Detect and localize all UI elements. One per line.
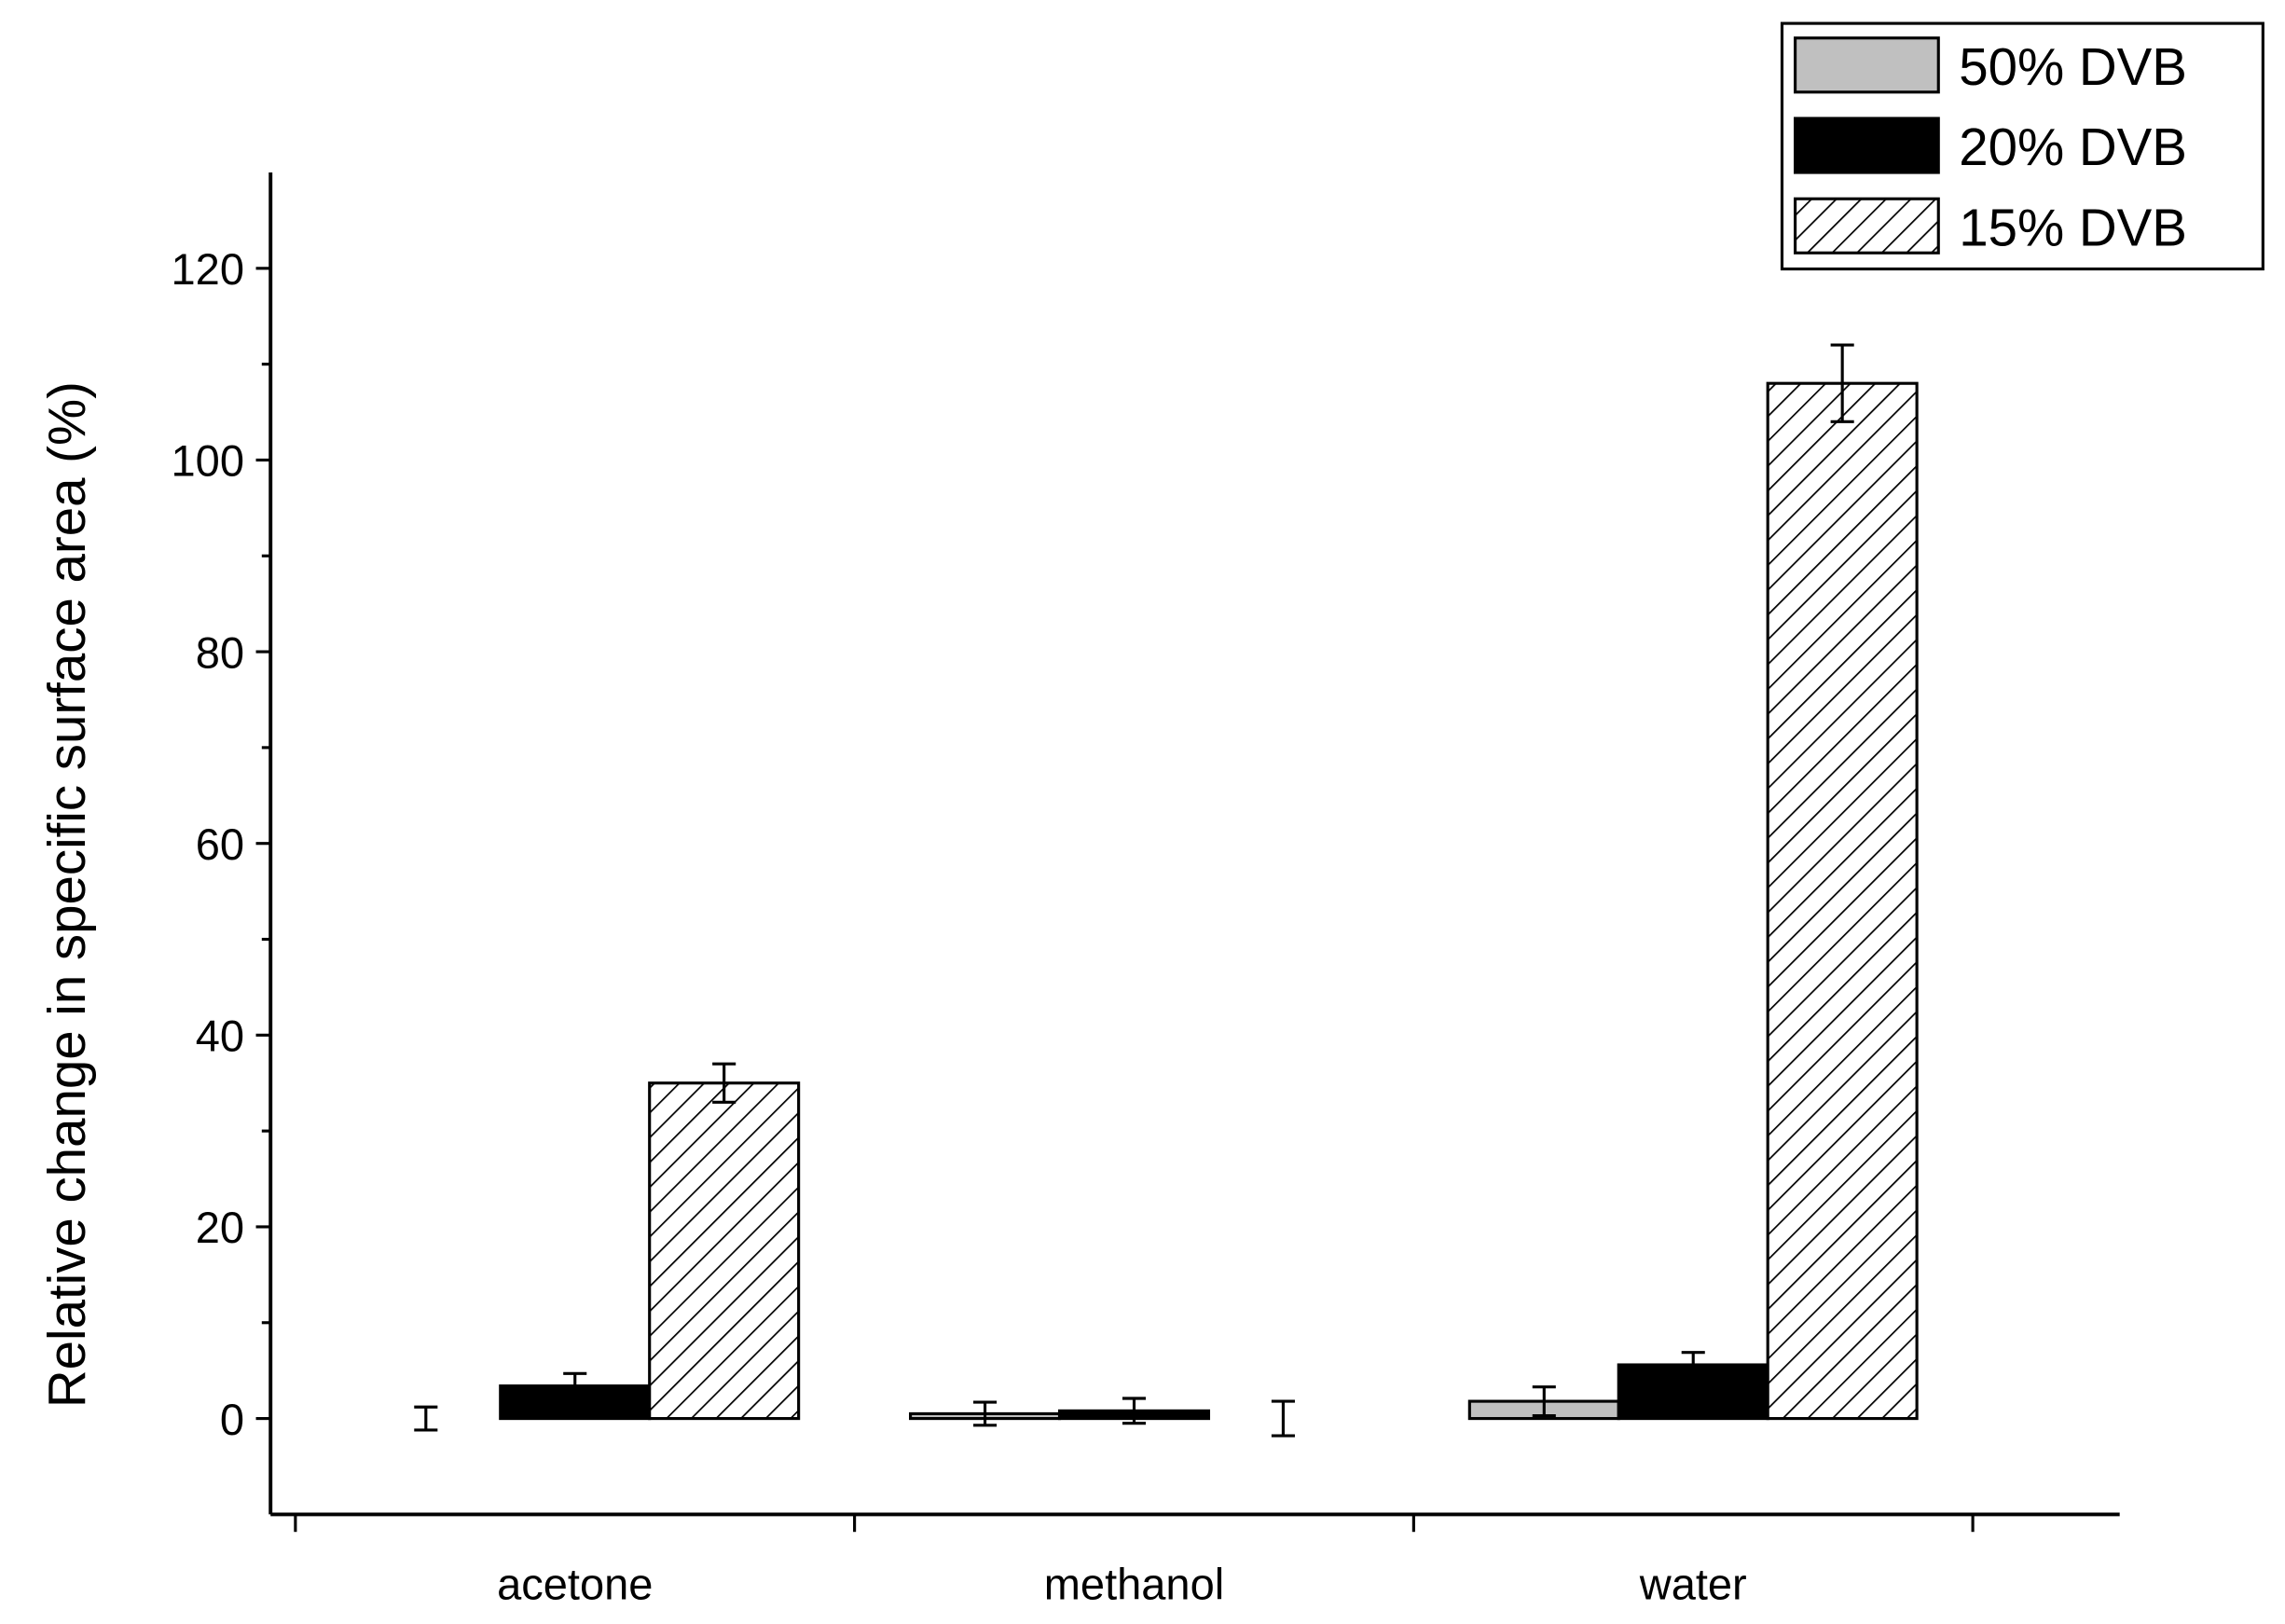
- legend-label: 15% DVB: [1959, 198, 2187, 256]
- y-tick-label: 60: [196, 819, 244, 869]
- y-tick-label: 20: [196, 1203, 244, 1252]
- legend-swatch: [1794, 36, 1940, 94]
- y-tick-label: 40: [196, 1012, 244, 1061]
- legend-label: 50% DVB: [1959, 37, 2187, 96]
- error-bar: [414, 1405, 438, 1432]
- y-tick-label: 120: [172, 244, 244, 294]
- error-bar: [563, 1371, 587, 1400]
- x-tick-label: acetone: [497, 1559, 653, 1608]
- bar: [648, 1081, 801, 1421]
- x-tick-label: methanol: [1044, 1559, 1224, 1608]
- error-bar: [712, 1062, 736, 1104]
- error-bar: [1122, 1397, 1147, 1425]
- y-axis-label: Relative change in specific surface area…: [37, 381, 96, 1408]
- legend-label: 20% DVB: [1959, 117, 2187, 176]
- error-bar: [973, 1400, 998, 1427]
- x-tick-label: water: [1639, 1559, 1747, 1608]
- y-tick-label: 0: [220, 1395, 244, 1444]
- y-tick-label: 80: [196, 627, 244, 677]
- error-bar: [1532, 1385, 1556, 1418]
- error-bar: [1681, 1351, 1705, 1379]
- y-tick-label: 100: [172, 436, 244, 486]
- bar: [1766, 381, 1919, 1421]
- error-bar: [1271, 1399, 1295, 1438]
- error-bar: [1830, 343, 1854, 423]
- legend-swatch: [1794, 197, 1940, 255]
- legend-swatch: [1794, 117, 1940, 174]
